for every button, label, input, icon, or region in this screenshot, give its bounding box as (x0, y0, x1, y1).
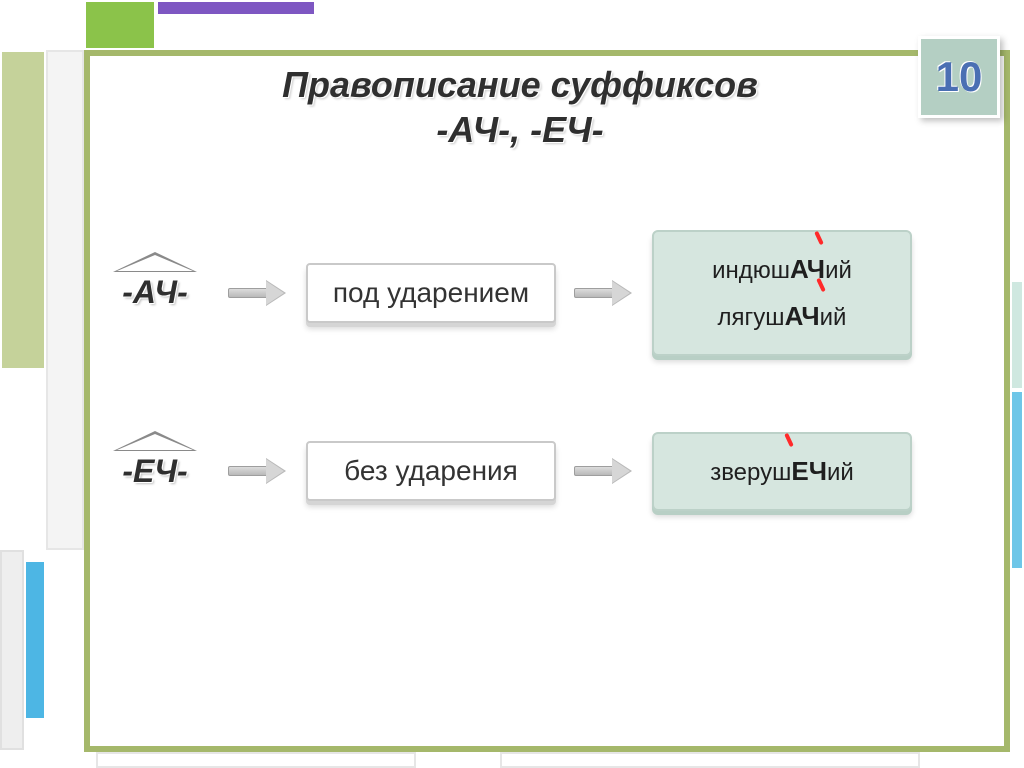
rule-box: под ударением (306, 263, 556, 323)
arrow-icon (228, 460, 288, 482)
example-post: ий (820, 304, 847, 331)
suffix-label: -ЕЧ- (100, 453, 210, 490)
slide-number: 10 (936, 53, 983, 101)
example-word: индюшАЧий (712, 246, 852, 293)
deco-block (96, 752, 416, 768)
deco-block (0, 550, 24, 750)
example-post: ий (827, 459, 854, 486)
arrow-icon (574, 460, 634, 482)
deco-block (46, 50, 84, 550)
arrow-icon (228, 282, 288, 304)
slide-canvas: 10 Правописание суффиксов -АЧ-, -ЕЧ- -АЧ… (0, 0, 1024, 768)
deco-block (84, 0, 156, 50)
title-line-1: Правописание суффиксов (282, 64, 758, 105)
rule-row-ach: -АЧ- под ударением индюшАЧий лягушАЧий (100, 230, 912, 356)
slide-number-badge: 10 (918, 36, 1000, 118)
slide-frame (84, 50, 1010, 752)
example-pre: зверуш (710, 459, 791, 486)
example-post: ий (825, 257, 852, 284)
suffix-label-wrap: -АЧ- (100, 274, 210, 311)
suffix-label-wrap: -ЕЧ- (100, 453, 210, 490)
example-word: зверушЕЧий (710, 448, 854, 495)
deco-block (500, 752, 920, 768)
example-word: лягушАЧий (718, 293, 847, 340)
stress-mark-icon (814, 231, 824, 245)
deco-block (1010, 390, 1024, 570)
example-box: зверушЕЧий (652, 432, 912, 511)
slide-title: Правописание суффиксов -АЧ-, -ЕЧ- (140, 62, 900, 152)
example-box: индюшАЧий лягушАЧий (652, 230, 912, 356)
example-suffix: ЕЧ (791, 456, 827, 486)
deco-block (1010, 280, 1024, 390)
arrow-icon (574, 282, 634, 304)
deco-block (0, 50, 46, 370)
rule-row-ech: -ЕЧ- без ударения зверушЕЧий (100, 432, 912, 511)
rule-box: без ударения (306, 441, 556, 501)
example-pre: индюш (712, 257, 790, 284)
deco-block (24, 560, 46, 720)
stress-mark-icon (784, 433, 794, 447)
title-line-2: -АЧ-, -ЕЧ- (436, 109, 603, 150)
example-pre: лягуш (718, 304, 785, 331)
deco-block (156, 0, 316, 16)
suffix-label: -АЧ- (100, 274, 210, 311)
example-suffix: АЧ (785, 301, 820, 331)
